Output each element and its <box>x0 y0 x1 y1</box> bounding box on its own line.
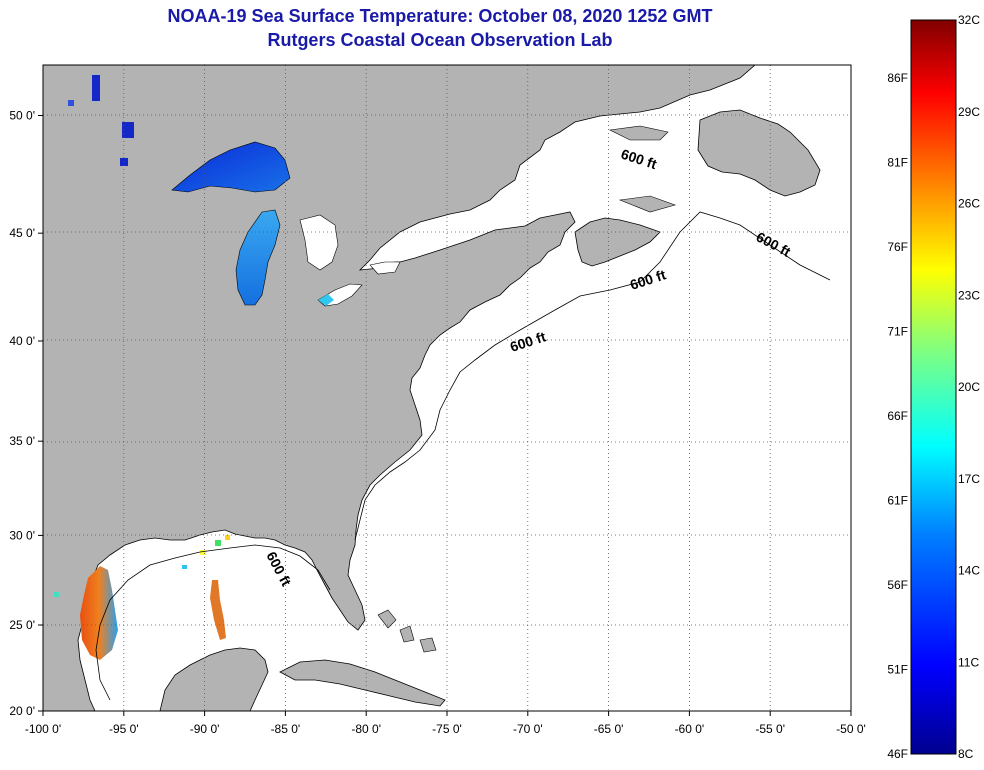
lat-tick-label: 25 0' <box>9 618 35 632</box>
land-yucatan <box>159 647 269 711</box>
colorbar-celsius-label: 26C <box>958 197 980 211</box>
colorbar-fahrenheit-label: 71F <box>887 325 908 339</box>
gulf-sst-west <box>80 566 118 660</box>
colorbar-fahrenheit-label: 61F <box>887 494 908 508</box>
lat-tick-label: 35 0' <box>9 434 35 448</box>
lon-tick-label: -65 0' <box>594 722 624 736</box>
colorbar-fahrenheit-label: 51F <box>887 663 908 677</box>
lake-ontario <box>369 261 401 275</box>
colorbar-celsius-label: 17C <box>958 472 980 486</box>
gulf-sst-streak <box>210 580 226 640</box>
lon-tick-label: -100 0' <box>25 722 61 736</box>
lon-tick-label: -60 0' <box>675 722 705 736</box>
lon-tick-label: -95 0' <box>109 722 139 736</box>
lake-huron <box>299 214 339 271</box>
gulf-sst-dots <box>54 535 230 597</box>
lake-erie-sst <box>318 294 334 306</box>
colorbar-celsius-label: 11C <box>958 655 979 669</box>
colorbar-fahrenheit-label: 66F <box>887 409 908 423</box>
isobath-600ft <box>354 211 831 541</box>
lat-tick-label: 20 0' <box>9 704 35 718</box>
colorbar-celsius-label: 23C <box>958 288 980 302</box>
land-cuba <box>279 659 446 707</box>
lat-tick-label: 45 0' <box>9 226 35 240</box>
lon-tick-label: -70 0' <box>513 722 543 736</box>
colorbar-fahrenheit-labels: 86F 81F 76F 71F 66F 61F 56F 51F 46F <box>887 71 908 761</box>
lon-tick-label: -75 0' <box>432 722 462 736</box>
colorbar-fahrenheit-label: 56F <box>887 578 908 592</box>
colorbar-celsius-label: 8C <box>958 747 974 761</box>
land-newfoundland <box>697 109 821 197</box>
lon-tick-label: -50 0' <box>836 722 866 736</box>
lake-superior <box>171 141 291 193</box>
colorbar-celsius-label: 20C <box>958 380 980 394</box>
lon-tick-label: -80 0' <box>351 722 381 736</box>
colorbar <box>910 19 957 755</box>
land-bahamas <box>377 609 437 653</box>
lat-tick-label: 50 0' <box>9 108 35 122</box>
colorbar-fahrenheit-label: 46F <box>887 747 908 761</box>
lake-michigan <box>235 209 281 306</box>
colorbar-celsius-label: 14C <box>958 564 980 578</box>
lat-tick-label: 30 0' <box>9 528 35 542</box>
colorbar-fahrenheit-label: 81F <box>887 156 908 170</box>
graticule <box>43 65 851 711</box>
colorbar-celsius-label: 32C <box>958 13 980 27</box>
map-title: NOAA-19 Sea Surface Temperature: October… <box>167 6 713 26</box>
land-north-america <box>43 65 756 711</box>
lon-tick-label: -90 0' <box>190 722 220 736</box>
latitude-axis: 50 0' 45 0' 40 0' 35 0' 30 0' 25 0' 20 0' <box>9 108 43 718</box>
colorbar-fahrenheit-label: 86F <box>887 71 908 85</box>
land-anticosti <box>608 125 676 213</box>
colorbar-celsius-labels: 32C 29C 26C 23C 20C 17C 14C 11C 8C <box>958 13 980 761</box>
map-subtitle: Rutgers Coastal Ocean Observation Lab <box>267 30 613 50</box>
colorbar-celsius-label: 29C <box>958 105 980 119</box>
isobath-600ft-gulf <box>95 544 331 701</box>
land-nova-scotia <box>574 217 661 267</box>
lat-tick-label: 40 0' <box>9 334 35 348</box>
lon-tick-label: -55 0' <box>755 722 785 736</box>
lon-tick-label: -85 0' <box>271 722 301 736</box>
colorbar-fahrenheit-label: 76F <box>887 240 908 254</box>
longitude-axis: -100 0' -95 0' -90 0' -85 0' -80 0' -75 0' -70… <box>25 711 866 736</box>
